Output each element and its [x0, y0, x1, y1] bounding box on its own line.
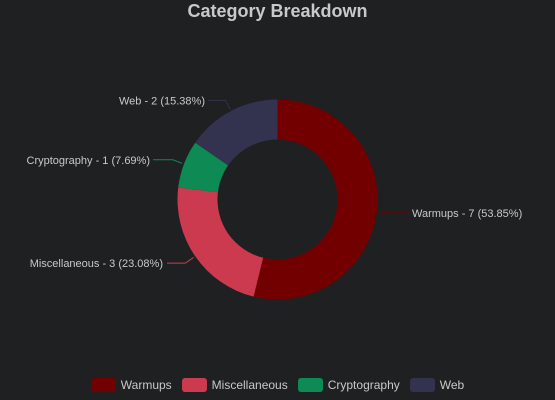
chart-legend: Warmups Miscellaneous Cryptography Web	[0, 378, 555, 392]
legend-item-web[interactable]: Web	[409, 378, 465, 392]
legend-item-warmups[interactable]: Warmups	[90, 378, 172, 392]
legend-label: Web	[439, 378, 465, 392]
legend-label: Cryptography	[327, 378, 400, 392]
legend-swatch	[90, 378, 116, 392]
leader-line-miscellaneous	[167, 257, 194, 264]
slice-miscellaneous[interactable]	[177, 187, 264, 297]
legend-item-cryptography[interactable]: Cryptography	[297, 378, 400, 392]
slice-warmups[interactable]	[253, 99, 378, 300]
chart-title: Category Breakdown	[187, 1, 368, 21]
leader-line-warmups	[378, 211, 410, 214]
legend-swatch	[181, 378, 207, 392]
legend-swatch	[409, 378, 435, 392]
legend-label: Warmups	[120, 378, 172, 392]
leader-line-web	[208, 99, 231, 110]
slice-label-web: Web - 2 (15.38%)	[119, 95, 205, 107]
slice-label-miscellaneous: Miscellaneous - 3 (23.08%)	[30, 258, 163, 270]
donut-chart: Warmups - 7 (53.85%) Miscellaneous - 3 (2…	[27, 95, 522, 300]
slice-label-warmups: Warmups - 7 (53.85%)	[412, 208, 522, 220]
slice-label-cryptography: Cryptography - 1 (7.69%)	[27, 155, 151, 167]
slice-web[interactable]	[195, 99, 278, 166]
leader-line-cryptography	[153, 159, 183, 164]
legend-item-miscellaneous[interactable]: Miscellaneous	[181, 378, 288, 392]
legend-label: Miscellaneous	[211, 378, 288, 392]
slice-cryptography[interactable]	[178, 142, 229, 193]
legend-swatch	[297, 378, 323, 392]
